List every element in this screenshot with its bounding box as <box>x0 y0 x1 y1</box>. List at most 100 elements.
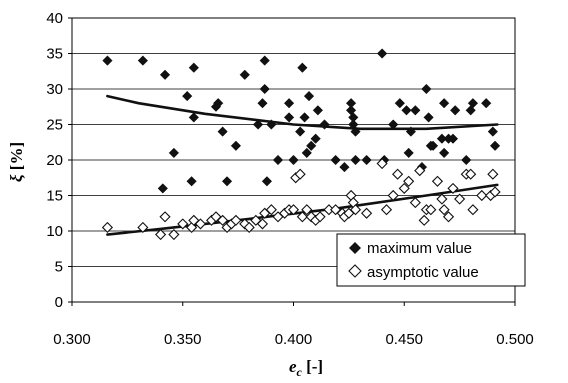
y-tick-label-2: 10 <box>46 223 63 240</box>
point-maximum-67 <box>489 140 501 151</box>
point-maximum-24 <box>288 154 299 166</box>
y-tick-label-3: 15 <box>46 188 63 205</box>
point-asymptotic-59 <box>465 168 477 180</box>
point-asymptotic-52 <box>431 175 444 187</box>
point-maximum-33 <box>319 119 330 130</box>
point-maximum-60 <box>447 133 459 144</box>
point-asymptotic-5 <box>177 218 189 230</box>
point-asymptotic-54 <box>438 204 450 216</box>
point-asymptotic-8 <box>194 218 207 230</box>
point-asymptotic-56 <box>447 182 459 194</box>
point-maximum-52 <box>421 83 432 95</box>
point-maximum-55 <box>427 140 439 151</box>
point-asymptotic-49 <box>418 214 430 226</box>
point-maximum-1 <box>137 55 149 66</box>
y-tick-label-8: 40 <box>46 10 63 27</box>
point-asymptotic-61 <box>476 189 488 202</box>
point-asymptotic-0 <box>101 221 114 234</box>
point-maximum-66 <box>487 126 499 137</box>
point-maximum-18 <box>259 55 270 66</box>
point-maximum-7 <box>188 112 199 123</box>
y-tick-label-5: 25 <box>46 117 63 134</box>
point-asymptotic-55 <box>442 211 455 223</box>
point-maximum-17 <box>259 83 270 95</box>
x-tick-label-0: 0.300 <box>53 331 91 348</box>
point-maximum-34 <box>330 154 341 166</box>
point-maximum-16 <box>257 98 268 109</box>
point-maximum-10 <box>213 98 224 109</box>
point-asymptotic-53 <box>436 193 448 205</box>
point-maximum-26 <box>297 62 308 73</box>
point-maximum-65 <box>481 98 492 109</box>
point-asymptotic-6 <box>186 221 198 234</box>
point-asymptotic-7 <box>188 214 200 226</box>
x-tick-label-1: 0.350 <box>164 331 202 348</box>
point-maximum-32 <box>312 105 324 116</box>
y-tick-label-0: 0 <box>55 294 63 311</box>
x-tick-label-2: 0.400 <box>275 331 313 348</box>
point-maximum-19 <box>261 176 273 187</box>
point-asymptotic-64 <box>489 186 501 198</box>
point-asymptotic-2 <box>155 228 167 241</box>
legend-label-asymptotic: asymptotic value <box>367 264 479 281</box>
point-maximum-4 <box>168 147 180 159</box>
point-maximum-2 <box>157 183 168 194</box>
point-maximum-23 <box>283 112 295 123</box>
point-asymptotic-26 <box>294 168 306 180</box>
legend-label-maximum: maximum value <box>367 240 472 257</box>
point-asymptotic-31 <box>314 211 326 223</box>
point-asymptotic-14 <box>230 214 242 226</box>
point-asymptotic-48 <box>414 165 426 177</box>
point-asymptotic-10 <box>210 211 222 223</box>
point-maximum-46 <box>394 98 405 109</box>
point-asymptotic-18 <box>256 218 269 230</box>
point-maximum-14 <box>239 69 250 80</box>
point-asymptotic-44 <box>392 168 404 180</box>
point-maximum-42 <box>361 154 372 166</box>
y-axis-label-symbol: ξ <box>7 174 26 182</box>
x-tick-label-3: 0.450 <box>385 331 423 348</box>
x-axis-ticks: 0.300 0.350 0.400 0.450 0.500 <box>53 302 534 348</box>
point-maximum-11 <box>217 126 228 137</box>
y-tick-label-6: 30 <box>46 81 63 98</box>
point-maximum-30 <box>306 140 317 151</box>
point-asymptotic-45 <box>398 182 410 194</box>
point-asymptotic-1 <box>137 221 149 234</box>
point-asymptotic-47 <box>409 197 421 209</box>
point-asymptotic-24 <box>287 204 300 216</box>
point-maximum-27 <box>299 112 310 123</box>
point-asymptotic-27 <box>296 211 308 223</box>
point-asymptotic-63 <box>487 168 499 180</box>
point-maximum-57 <box>438 98 450 109</box>
x-axis-label-symbol: e <box>289 357 297 376</box>
point-maximum-5 <box>182 90 193 102</box>
point-asymptotic-57 <box>454 193 466 205</box>
point-maximum-8 <box>188 62 199 73</box>
legend-marker-asymptotic <box>348 264 362 278</box>
point-maximum-15 <box>252 119 264 130</box>
point-maximum-28 <box>301 147 312 159</box>
point-maximum-0 <box>102 55 113 66</box>
point-asymptotic-46 <box>403 175 415 187</box>
point-maximum-64 <box>467 98 479 109</box>
point-asymptotic-40 <box>361 207 373 219</box>
x-axis-label-unit: [-] <box>302 357 323 376</box>
point-maximum-29 <box>303 90 315 102</box>
point-maximum-40 <box>350 126 361 137</box>
y-tick-label-1: 5 <box>55 259 63 276</box>
point-asymptotic-4 <box>168 228 180 241</box>
point-maximum-21 <box>272 154 284 166</box>
legend-marker-maximum <box>349 242 361 254</box>
point-maximum-13 <box>230 140 242 151</box>
point-maximum-12 <box>221 176 233 187</box>
point-maximum-41 <box>350 154 361 166</box>
point-asymptotic-11 <box>217 214 229 226</box>
y-tick-label-4: 20 <box>46 152 63 169</box>
point-asymptotic-29 <box>305 211 317 223</box>
point-maximum-47 <box>401 105 412 116</box>
point-maximum-61 <box>450 105 461 116</box>
point-maximum-62 <box>461 154 472 166</box>
point-asymptotic-41 <box>376 157 388 170</box>
point-maximum-45 <box>388 119 399 130</box>
